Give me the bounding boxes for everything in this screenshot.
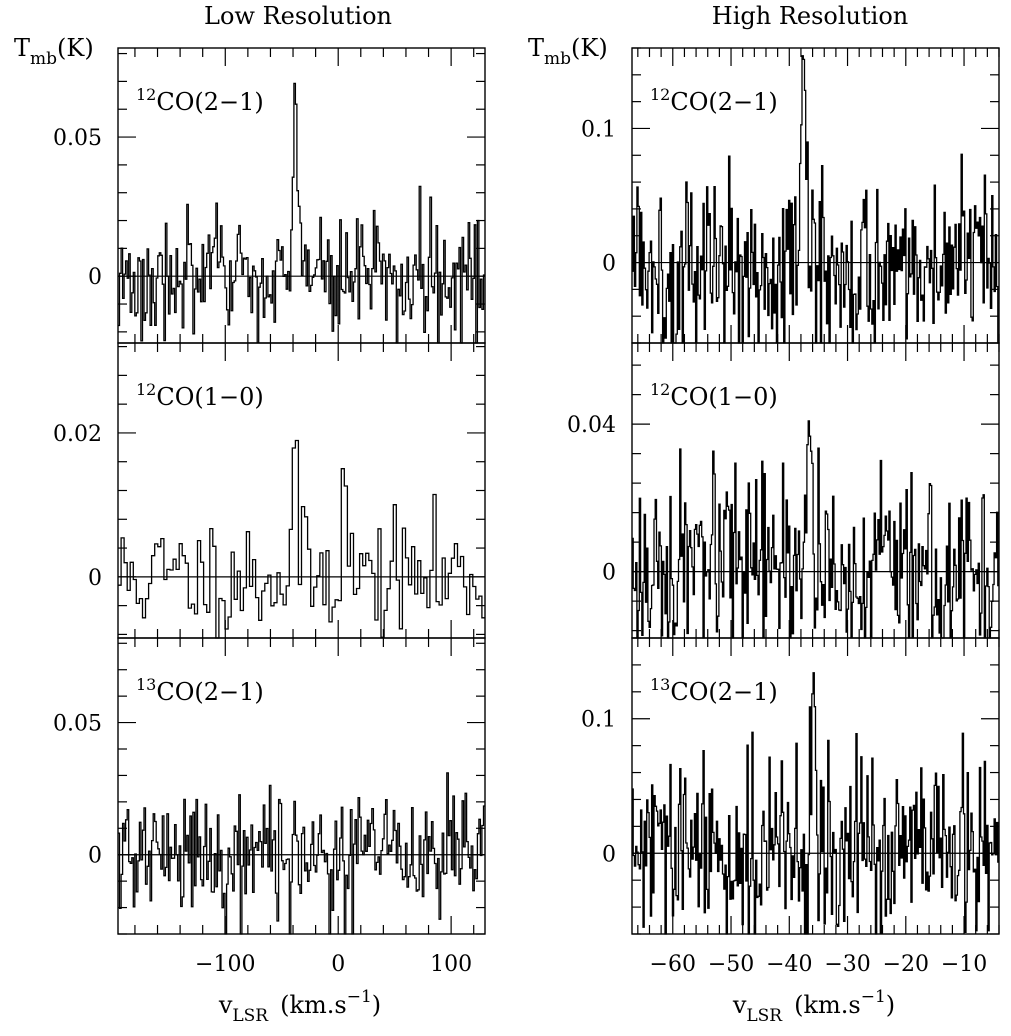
spectrum-panel-left-0: 0 0.05 12CO(2−1) <box>53 47 486 344</box>
transition-label: CO(2−1) <box>670 88 777 116</box>
molecule-label: 12CO(1−0) <box>136 380 264 411</box>
right-y-axis-label: Tmb(K) <box>528 34 608 69</box>
spectrum-trace <box>632 672 999 935</box>
y-tick-label: 0 <box>602 252 616 277</box>
y-tick-label: 0 <box>88 265 102 290</box>
y-tick-label: 0 <box>88 566 102 591</box>
transition-label: CO(2−1) <box>670 678 777 706</box>
left-y-axis-label-unit: (K) <box>57 34 94 62</box>
x-tick-label: 0 <box>331 952 345 977</box>
molecule-label: 12CO(1−0) <box>650 380 778 411</box>
transition-label: CO(2−1) <box>156 678 263 706</box>
x-tick-label: −10 <box>941 952 987 977</box>
y-tick-label: 0 <box>88 844 102 869</box>
right-x-axis-label-main: v <box>732 991 747 1019</box>
right-y-axis-label-sub: mb <box>544 49 571 69</box>
molecule-label: 12CO(2−1) <box>650 85 778 116</box>
molecule-label: 13CO(2−1) <box>650 675 778 706</box>
y-tick-label: 0 <box>602 561 616 586</box>
right-y-axis-label-unit: (K) <box>571 34 608 62</box>
left-y-axis-label: Tmb(K) <box>14 34 94 69</box>
left-x-axis-label-main: v <box>218 991 233 1019</box>
left-x-axis-label-unit: (km.s <box>280 991 347 1019</box>
spectrum-trace <box>118 439 485 639</box>
x-tick-label: −100 <box>195 952 255 977</box>
right-x-axis-label-close: ) <box>886 991 895 1019</box>
right-column-title: High Resolution <box>712 2 908 30</box>
isotope-superscript: 12 <box>650 85 670 104</box>
right-y-axis-label-main: T <box>528 34 544 62</box>
spectrum-panel-right-1: 0 0.04 12CO(1−0) <box>567 342 1000 639</box>
molecule-label: 13CO(2−1) <box>136 675 264 706</box>
right-x-axis-label: vLSR (km.s−1) <box>732 987 895 1026</box>
y-tick-label: 0.05 <box>53 126 102 151</box>
y-tick-label: 0.04 <box>567 413 616 438</box>
x-tick-label: −30 <box>824 952 870 977</box>
right-x-axis-label-exp: −1 <box>861 987 886 1007</box>
right-x-axis-label-sub: LSR <box>746 1006 783 1026</box>
spectrum-trace <box>632 420 999 639</box>
spectrum-trace <box>118 772 485 935</box>
left-column-title: Low Resolution <box>204 2 392 30</box>
spectrum-panel-left-1: 0 0.02 12CO(1−0) <box>53 342 486 639</box>
left-x-axis-label-sub: LSR <box>232 1006 269 1026</box>
isotope-superscript: 12 <box>136 380 156 399</box>
isotope-superscript: 13 <box>136 675 156 694</box>
transition-label: CO(1−0) <box>670 383 777 411</box>
spectrum-panel-right-0: 0 0.1 12CO(2−1) <box>581 47 1000 344</box>
spectrum-trace <box>118 82 485 344</box>
panel-frame <box>631 637 1000 935</box>
isotope-superscript: 12 <box>136 85 156 104</box>
x-tick-label: −20 <box>883 952 929 977</box>
spectrum-panel-left-2: 0 0.05 −100 0 100 13CO(2−1) <box>53 637 486 977</box>
panel-frame <box>117 637 486 935</box>
y-tick-label: 0.1 <box>581 117 616 142</box>
transition-label: CO(2−1) <box>156 88 263 116</box>
y-tick-label: 0.02 <box>53 422 102 447</box>
y-tick-label: 0.1 <box>581 708 616 733</box>
isotope-superscript: 13 <box>650 675 670 694</box>
y-tick-label: 0 <box>602 842 616 867</box>
right-x-axis-label-unit: (km.s <box>794 991 861 1019</box>
left-y-axis-label-main: T <box>14 34 30 62</box>
left-x-axis-label-exp: −1 <box>347 987 372 1007</box>
x-tick-label: 100 <box>430 952 472 977</box>
isotope-superscript: 12 <box>650 380 670 399</box>
left-x-axis-label: vLSR (km.s−1) <box>218 987 381 1026</box>
left-y-axis-label-sub: mb <box>30 49 57 69</box>
left-x-axis-label-close: ) <box>372 991 381 1019</box>
transition-label: CO(1−0) <box>156 383 263 411</box>
x-tick-label: −40 <box>766 952 812 977</box>
x-tick-label: −50 <box>708 952 754 977</box>
molecule-label: 12CO(2−1) <box>136 85 264 116</box>
spectrum-panel-right-2: 0 0.1 −60 −50 −40 −30 −20 −10 13CO(2−1) <box>581 637 1000 977</box>
y-tick-label: 0.05 <box>53 712 102 737</box>
x-tick-label: −60 <box>650 952 696 977</box>
